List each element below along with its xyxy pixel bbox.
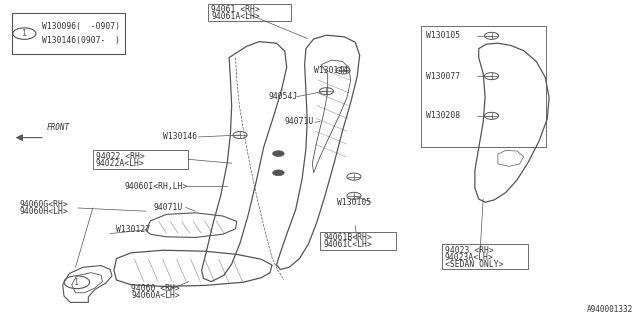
Text: 94054J: 94054J [269, 92, 298, 101]
Bar [320, 232, 396, 250]
Bar [93, 150, 188, 169]
Text: W130096(  -0907): W130096( -0907) [42, 22, 120, 31]
Text: 94071U: 94071U [154, 203, 183, 212]
Text: <SEDAN ONLY>: <SEDAN ONLY> [445, 260, 503, 269]
Text: W130144: W130144 [314, 66, 348, 75]
Circle shape [273, 170, 284, 176]
Text: 1: 1 [74, 278, 79, 287]
Text: 94060A<LH>: 94060A<LH> [131, 291, 180, 300]
Text: 94023 <RH>: 94023 <RH> [445, 246, 493, 255]
Text: W130077: W130077 [426, 72, 460, 81]
Text: W130208: W130208 [426, 111, 460, 120]
Bar [208, 4, 291, 21]
Text: 94060 <RH>: 94060 <RH> [131, 284, 180, 293]
Bar [12, 13, 125, 54]
Text: A940001332: A940001332 [588, 305, 634, 314]
Text: FRONT: FRONT [47, 123, 70, 132]
Text: 94061B<RH>: 94061B<RH> [323, 233, 372, 242]
Text: 94071U: 94071U [285, 117, 314, 126]
Text: 94022 <RH>: 94022 <RH> [96, 152, 145, 161]
Text: W130146: W130146 [163, 132, 197, 141]
Text: 94061 <RH>: 94061 <RH> [211, 5, 260, 14]
Text: 94061C<LH>: 94061C<LH> [323, 240, 372, 249]
Text: W130146(0907-  ): W130146(0907- ) [42, 36, 120, 45]
Text: W130105: W130105 [337, 198, 371, 207]
Text: 94060H<LH>: 94060H<LH> [19, 207, 68, 216]
Text: 94060G<RH>: 94060G<RH> [19, 200, 68, 209]
Text: W130105: W130105 [426, 31, 460, 40]
Text: 1: 1 [22, 29, 27, 38]
Text: 94060I<RH,LH>: 94060I<RH,LH> [125, 182, 188, 191]
Text: 94023A<LH>: 94023A<LH> [445, 253, 493, 262]
Text: 94022A<LH>: 94022A<LH> [96, 159, 145, 168]
Text: W130127: W130127 [116, 225, 150, 234]
Circle shape [273, 151, 284, 156]
Bar [442, 244, 528, 269]
Text: 94061A<LH>: 94061A<LH> [211, 12, 260, 21]
Bar [421, 26, 546, 147]
